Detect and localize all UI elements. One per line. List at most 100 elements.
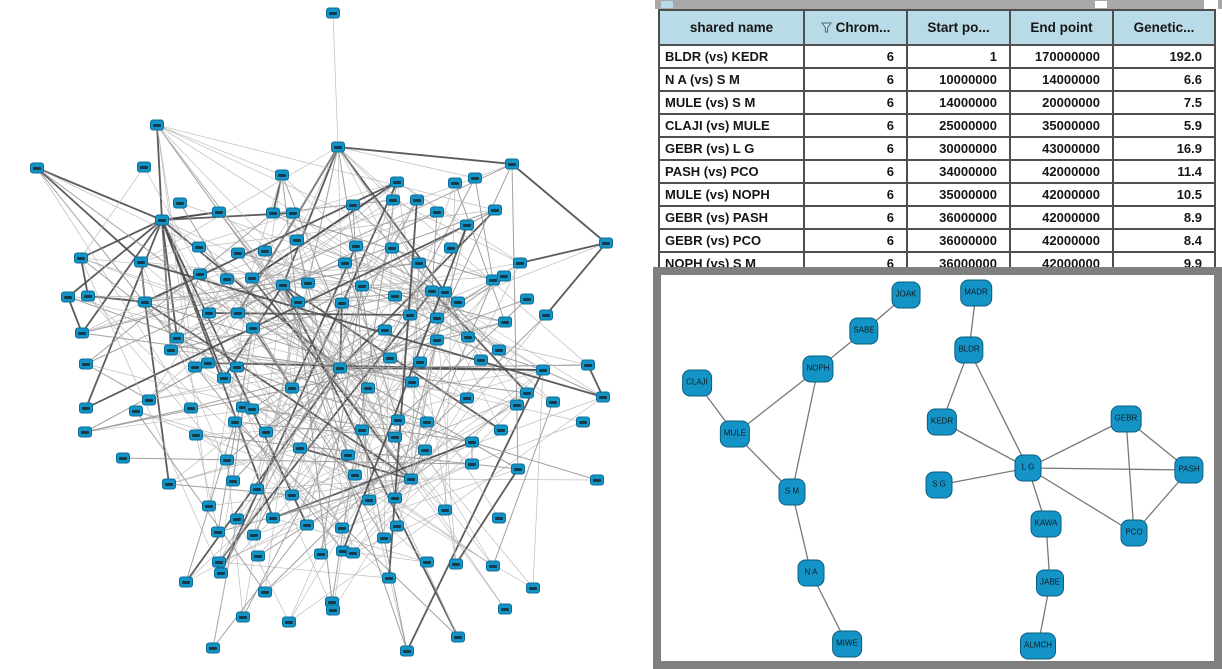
graph-node[interactable] [326,7,340,19]
graph-node-kawa[interactable]: KAWA [1030,510,1062,538]
graph-node[interactable] [230,513,244,525]
graph-node[interactable] [251,550,265,562]
graph-node[interactable] [236,611,250,623]
graph-node[interactable] [228,416,242,428]
graph-node[interactable] [189,429,203,441]
graph-node[interactable] [326,604,340,616]
graph-node[interactable] [137,161,151,173]
graph-node[interactable] [202,307,216,319]
graph-node-mule[interactable]: MULE [719,420,751,448]
graph-node[interactable] [361,382,375,394]
graph-node[interactable] [266,512,280,524]
table-row[interactable]: BLDR (vs) KEDR 6 1 170000000 192.0 [658,44,1216,69]
column-header-genetic-[interactable]: Genetic... [1112,9,1216,46]
graph-node[interactable] [449,558,463,570]
graph-node[interactable] [285,382,299,394]
graph-node[interactable] [164,344,178,356]
graph-node-kedr[interactable]: KEDR [926,408,958,436]
graph-node[interactable] [170,332,184,344]
graph-node[interactable] [510,399,524,411]
graph-node[interactable] [355,424,369,436]
graph-node[interactable] [75,327,89,339]
graph-node[interactable] [282,616,296,628]
graph-node[interactable] [599,237,613,249]
graph-node[interactable] [201,357,215,369]
graph-node[interactable] [293,442,307,454]
graph-node-claji[interactable]: CLAJI [682,369,712,397]
graph-node[interactable] [142,394,156,406]
graph-node[interactable] [212,206,226,218]
graph-node[interactable] [250,483,264,495]
graph-node[interactable] [492,344,506,356]
graph-node[interactable] [430,312,444,324]
table-row[interactable]: MULE (vs) S M 6 14000000 20000000 7.5 [658,90,1216,115]
graph-node[interactable] [430,206,444,218]
graph-node[interactable] [285,489,299,501]
graph-node[interactable] [486,560,500,572]
graph-node[interactable] [520,293,534,305]
graph-node[interactable] [184,402,198,414]
graph-node[interactable] [390,520,404,532]
graph-node[interactable] [498,316,512,328]
graph-node[interactable] [276,279,290,291]
graph-node[interactable] [391,414,405,426]
graph-node-n-a[interactable]: N A [797,559,825,587]
graph-node[interactable] [590,474,604,486]
column-header-start-po-[interactable]: Start po... [906,9,1011,46]
graph-node[interactable] [596,391,610,403]
graph-node[interactable] [155,214,169,226]
graph-node[interactable] [79,402,93,414]
table-row[interactable]: GEBR (vs) PCO 6 36000000 42000000 8.4 [658,228,1216,253]
funnel-icon[interactable] [820,21,832,36]
graph-node[interactable] [220,273,234,285]
graph-node[interactable] [314,548,328,560]
graph-node[interactable] [382,572,396,584]
table-row[interactable]: MULE (vs) NOPH 6 35000000 42000000 10.5 [658,182,1216,207]
graph-node[interactable] [346,547,360,559]
graph-node-noph[interactable]: NOPH [802,355,834,383]
graph-node[interactable] [546,396,560,408]
graph-node[interactable] [290,234,304,246]
graph-node[interactable] [378,324,392,336]
graph-node[interactable] [444,242,458,254]
graph-node[interactable] [520,387,534,399]
graph-node[interactable] [226,475,240,487]
graph-node[interactable] [460,392,474,404]
graph-node[interactable] [173,197,187,209]
graph-node[interactable] [193,268,207,280]
graph-node[interactable] [400,645,414,657]
table-row[interactable]: GEBR (vs) PASH 6 36000000 42000000 8.9 [658,205,1216,230]
graph-node[interactable] [346,199,360,211]
graph-node[interactable] [492,512,506,524]
graph-node-joak[interactable]: JOAK [891,281,921,309]
panel-tab-chip[interactable] [661,1,673,8]
graph-node[interactable] [258,586,272,598]
graph-node[interactable] [388,431,402,443]
graph-node[interactable] [266,207,280,219]
graph-node[interactable] [465,436,479,448]
graph-node[interactable] [129,405,143,417]
graph-node[interactable] [420,556,434,568]
graph-node[interactable] [231,247,245,259]
graph-node[interactable] [418,444,432,456]
graph-node-miwe[interactable]: MIWE [832,630,862,658]
graph-node[interactable] [513,257,527,269]
graph-node[interactable] [386,194,400,206]
graph-node[interactable] [211,526,225,538]
graph-node[interactable] [385,242,399,254]
graph-node[interactable] [212,556,226,568]
graph-node[interactable] [335,522,349,534]
table-row[interactable]: GEBR (vs) L G 6 30000000 43000000 16.9 [658,136,1216,161]
graph-node[interactable] [230,361,244,373]
graph-node[interactable] [465,458,479,470]
graph-node[interactable] [245,272,259,284]
graph-node[interactable] [188,361,202,373]
table-row[interactable]: PASH (vs) PCO 6 34000000 42000000 11.4 [658,159,1216,184]
graph-node[interactable] [338,257,352,269]
graph-node[interactable] [246,322,260,334]
graph-node[interactable] [138,296,152,308]
graph-node[interactable] [403,309,417,321]
graph-node[interactable] [438,504,452,516]
graph-node[interactable] [420,416,434,428]
graph-node[interactable] [206,642,220,654]
